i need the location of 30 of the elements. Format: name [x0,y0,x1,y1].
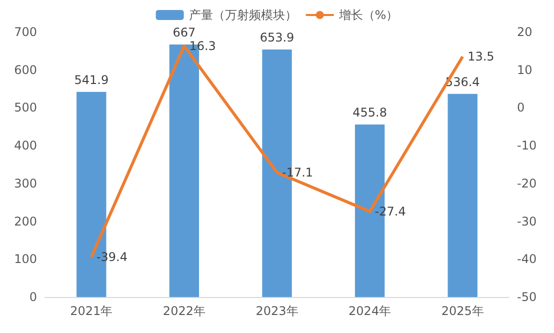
legend-label: 增长（%） [338,8,398,22]
x-tick-label: 2021年 [70,304,113,318]
y-tick-label: 0 [29,290,37,304]
x-tick-label: 2022年 [162,304,206,318]
legend-label: 产量（万射频模块） [188,8,297,22]
y2-tick-label: -40 [517,252,537,266]
data-label: 455.8 [352,105,387,120]
data-label: 16.3 [189,39,216,54]
y-tick-label: 500 [14,100,37,115]
y2-tick-label: -50 [517,290,537,304]
y-tick-label: 300 [14,176,37,190]
y2-tick-label: 20 [517,25,532,39]
x-tick-label: 2024年 [348,304,392,318]
data-label: 667 [172,25,196,40]
y2-tick-label: 0 [517,100,525,115]
y2-tick-label: 10 [517,62,532,77]
y2-tick-label: -10 [517,138,537,153]
y-tick-label: 200 [14,214,37,228]
y-tick-label: 700 [14,25,37,39]
data-label: 13.5 [468,50,494,64]
data-label: 653.9 [260,30,294,44]
bar [448,94,478,297]
y-tick-label: 100 [14,252,37,266]
y2-tick-label: -30 [517,214,537,228]
y-tick-label: 400 [14,138,37,153]
y-tick-label: 600 [14,62,37,77]
x-tick-label: 2025年 [441,304,484,318]
x-tick-label: 2023年 [256,304,298,318]
y2-tick-label: -20 [517,176,537,190]
data-label: 541.9 [74,72,109,87]
